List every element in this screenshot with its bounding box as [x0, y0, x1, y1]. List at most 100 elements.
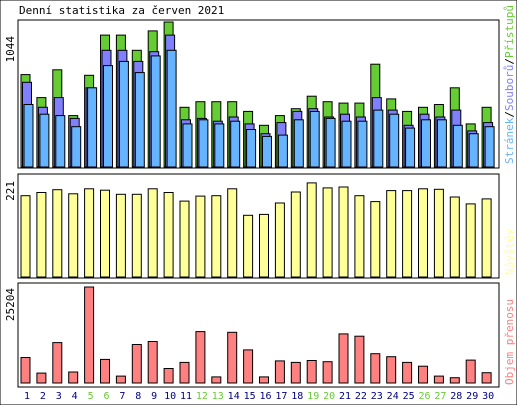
bar-visits-day-20	[322, 187, 333, 278]
day-label-28: 28	[450, 391, 462, 402]
panel-top-legend: Stránek/Souborů/Přístupů	[503, 5, 516, 164]
bar-pages-day-12	[198, 119, 209, 168]
day-label-23: 23	[371, 391, 383, 402]
bar-visits-day-11	[179, 200, 190, 278]
bar-visits-day-17	[274, 202, 285, 278]
bar-visits-day-8	[131, 193, 142, 278]
bar-pages-day-11	[182, 123, 193, 168]
day-label-12: 12	[196, 391, 208, 402]
legend-visits: Návštěv	[503, 228, 516, 275]
day-label-30: 30	[482, 391, 494, 402]
bar-visits-day-26	[418, 188, 428, 278]
panel-bot: 25204 Objem přenosu	[4, 282, 516, 388]
bar-kbytes-day-27	[433, 375, 444, 384]
bar-kbytes-day-10	[163, 368, 174, 384]
bar-kbytes-day-23	[370, 353, 381, 384]
day-label-9: 9	[151, 391, 157, 402]
bar-kbytes-day-20	[322, 361, 333, 384]
day-label-26: 26	[418, 391, 430, 402]
day-label-27: 27	[434, 391, 446, 402]
day-label-11: 11	[180, 391, 192, 402]
bar-visits-day-27	[433, 188, 444, 278]
legend-files: Souborů	[503, 65, 516, 111]
day-label-20: 20	[323, 391, 335, 402]
bar-kbytes-day-26	[418, 365, 428, 384]
bar-visits-day-18	[290, 191, 301, 278]
bar-visits-day-1	[20, 195, 31, 278]
bar-kbytes-day-13	[211, 376, 222, 384]
day-label-17: 17	[275, 391, 287, 402]
bar-visits-day-10	[163, 192, 174, 278]
bar-visits-day-30	[481, 198, 492, 278]
day-label-29: 29	[466, 391, 478, 402]
chart-title: Denní statistika za červen 2021	[19, 4, 224, 17]
bar-pages-day-24	[389, 113, 400, 168]
bar-pages-day-26	[421, 119, 431, 168]
bar-pages-day-21	[341, 120, 352, 168]
bar-pages-day-27	[436, 119, 447, 168]
bar-pages-day-29	[468, 133, 479, 168]
bar-kbytes-day-30	[481, 372, 492, 384]
day-label-14: 14	[228, 391, 240, 402]
panel-bot-ymax-label: 25204	[4, 288, 17, 321]
day-label-15: 15	[244, 391, 256, 402]
bar-pages-day-19	[309, 110, 320, 168]
bar-pages-day-16	[262, 135, 272, 168]
bar-visits-day-15	[243, 214, 254, 278]
bar-pages-day-2	[39, 113, 50, 168]
bar-kbytes-day-18	[290, 361, 301, 384]
bar-visits-day-28	[449, 196, 460, 278]
bar-visits-day-14	[227, 188, 238, 278]
bar-visits-day-4	[68, 193, 79, 278]
bar-kbytes-day-3	[52, 342, 63, 384]
bar-pages-day-23	[373, 109, 384, 168]
bar-visits-day-29	[465, 203, 476, 278]
bar-kbytes-day-16	[259, 376, 269, 384]
panel-top-bars	[20, 21, 495, 168]
legend-hits: Přístupů	[503, 5, 516, 58]
panel-bot-bars	[20, 286, 492, 384]
day-label-4: 4	[72, 391, 78, 402]
bar-pages-day-17	[277, 134, 288, 168]
bar-pages-day-7	[118, 60, 129, 168]
bar-kbytes-day-29	[465, 359, 476, 384]
day-label-1: 1	[24, 391, 30, 402]
bar-kbytes-day-2	[36, 372, 47, 384]
day-label-8: 8	[135, 391, 141, 402]
bar-kbytes-day-25	[402, 361, 413, 384]
bar-pages-day-5	[87, 87, 98, 168]
bar-visits-day-5	[84, 188, 95, 278]
bar-kbytes-day-4	[68, 371, 79, 384]
bar-pages-day-6	[103, 65, 113, 168]
bar-kbytes-day-14	[227, 331, 238, 384]
bar-pages-day-10	[166, 49, 177, 168]
bar-visits-day-2	[36, 192, 47, 278]
bar-visits-day-21	[338, 186, 349, 278]
day-label-13: 13	[212, 391, 224, 402]
day-label-18: 18	[291, 391, 303, 402]
bar-visits-day-19	[306, 182, 317, 278]
bar-pages-day-30	[484, 126, 495, 168]
bar-visits-day-23	[370, 201, 381, 278]
bar-kbytes-day-6	[100, 358, 110, 384]
bar-kbytes-day-12	[195, 331, 206, 384]
day-label-25: 25	[403, 391, 415, 402]
day-label-24: 24	[387, 391, 399, 402]
bar-pages-day-25	[405, 127, 416, 168]
bar-kbytes-day-21	[338, 333, 349, 384]
day-axis-labels: 1 2 3 4 5 6 7 8 9 10 11 12 13 14 15 16 17 18 19 20 21 22 23 24 2…	[24, 391, 494, 402]
day-label-22: 22	[355, 391, 367, 402]
bar-kbytes-day-19	[306, 360, 317, 384]
legend-pages: Stránek	[503, 117, 516, 164]
bar-visits-day-7	[115, 193, 126, 278]
day-label-16: 16	[259, 391, 271, 402]
panel-mid: 221 Návštěv	[4, 173, 516, 279]
day-label-7: 7	[119, 391, 125, 402]
bar-pages-day-18	[293, 119, 304, 168]
bar-pages-day-9	[150, 55, 161, 168]
bar-pages-day-3	[55, 115, 66, 168]
bar-visits-day-16	[259, 213, 269, 278]
bar-pages-day-15	[246, 129, 257, 168]
bar-pages-day-4	[71, 126, 82, 168]
bar-pages-day-14	[230, 120, 241, 168]
